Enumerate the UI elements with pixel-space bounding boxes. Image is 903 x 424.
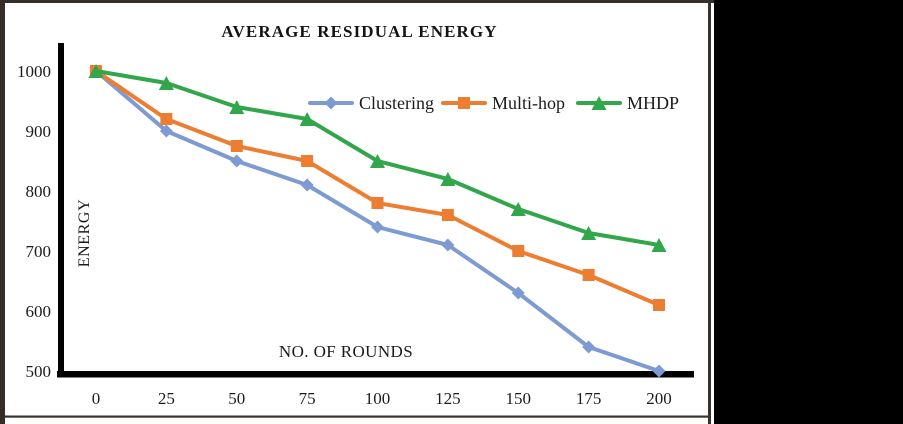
legend-label-clustering: Clustering: [359, 93, 434, 113]
series-marker-mhdp: [510, 202, 526, 216]
chart-title: AVERAGE RESIDUAL ENERGY: [221, 22, 498, 41]
legend-label-multi-hop: Multi-hop: [492, 93, 565, 113]
x-tick-label: 150: [506, 389, 532, 408]
series-marker-clustering: [511, 286, 525, 300]
series-marker-multi-hop: [230, 140, 243, 152]
series-marker-mhdp: [88, 64, 104, 78]
series-marker-multi-hop: [653, 299, 665, 311]
series-marker-mhdp: [158, 76, 174, 90]
y-axis-title: ENERGY: [76, 198, 93, 268]
series-marker-clustering: [582, 340, 596, 354]
series-marker-multi-hop: [512, 245, 525, 257]
x-tick-label: 125: [435, 389, 461, 408]
x-tick-label: 200: [646, 389, 672, 408]
series-marker-mhdp: [581, 226, 597, 240]
series-marker-multi-hop: [582, 269, 595, 281]
y-tick-label: 800: [26, 182, 52, 201]
series-marker-multi-hop: [441, 209, 454, 221]
x-tick-label: 0: [92, 389, 101, 408]
series-marker-mhdp: [229, 100, 245, 114]
series-marker-mhdp: [299, 112, 315, 126]
legend-marker-mhdp: [591, 96, 607, 110]
series-marker-clustering: [441, 238, 455, 252]
chart-panel: 500 600 700 800 900 1000 0 25 50 75 100 125 150 175 20…: [0, 0, 714, 424]
series-marker-multi-hop: [301, 155, 314, 167]
series-marker-mhdp: [651, 238, 667, 252]
x-tick-label: 100: [365, 389, 391, 408]
x-axis-line: [57, 371, 694, 378]
series-marker-mhdp: [370, 154, 385, 168]
y-tick-label: 1000: [17, 62, 51, 81]
panel-frame-right: [708, 3, 711, 424]
legend-label-mhdp: MHDP: [627, 93, 679, 113]
series-marker-clustering: [371, 220, 384, 234]
series-marker-clustering: [159, 124, 173, 138]
series-marker-multi-hop: [160, 113, 173, 125]
series-marker-clustering: [652, 364, 666, 378]
legend-marker-clustering: [324, 96, 338, 110]
x-tick-label: 175: [576, 389, 602, 408]
x-tick-label: 25: [158, 389, 175, 408]
series-marker-mhdp: [440, 172, 456, 186]
series-marker-clustering: [230, 154, 244, 168]
y-tick-label: 500: [26, 362, 52, 381]
legend-marker-multi-hop: [458, 97, 470, 109]
x-tick-label: 75: [299, 389, 316, 408]
y-tick-label: 600: [26, 302, 52, 321]
x-tick-label: 50: [228, 389, 245, 408]
y-tick-label: 900: [26, 122, 52, 141]
x-axis-title: NO. OF ROUNDS: [278, 342, 414, 361]
y-tick-label: 700: [26, 242, 52, 261]
line-chart: 500 600 700 800 900 1000 0 25 50 75 100 125 150 175 20…: [5, 3, 711, 424]
series-marker-multi-hop: [371, 197, 384, 209]
series-marker-clustering: [300, 178, 314, 192]
y-axis-line: [58, 43, 64, 377]
panel-frame-bottom: [5, 415, 711, 418]
